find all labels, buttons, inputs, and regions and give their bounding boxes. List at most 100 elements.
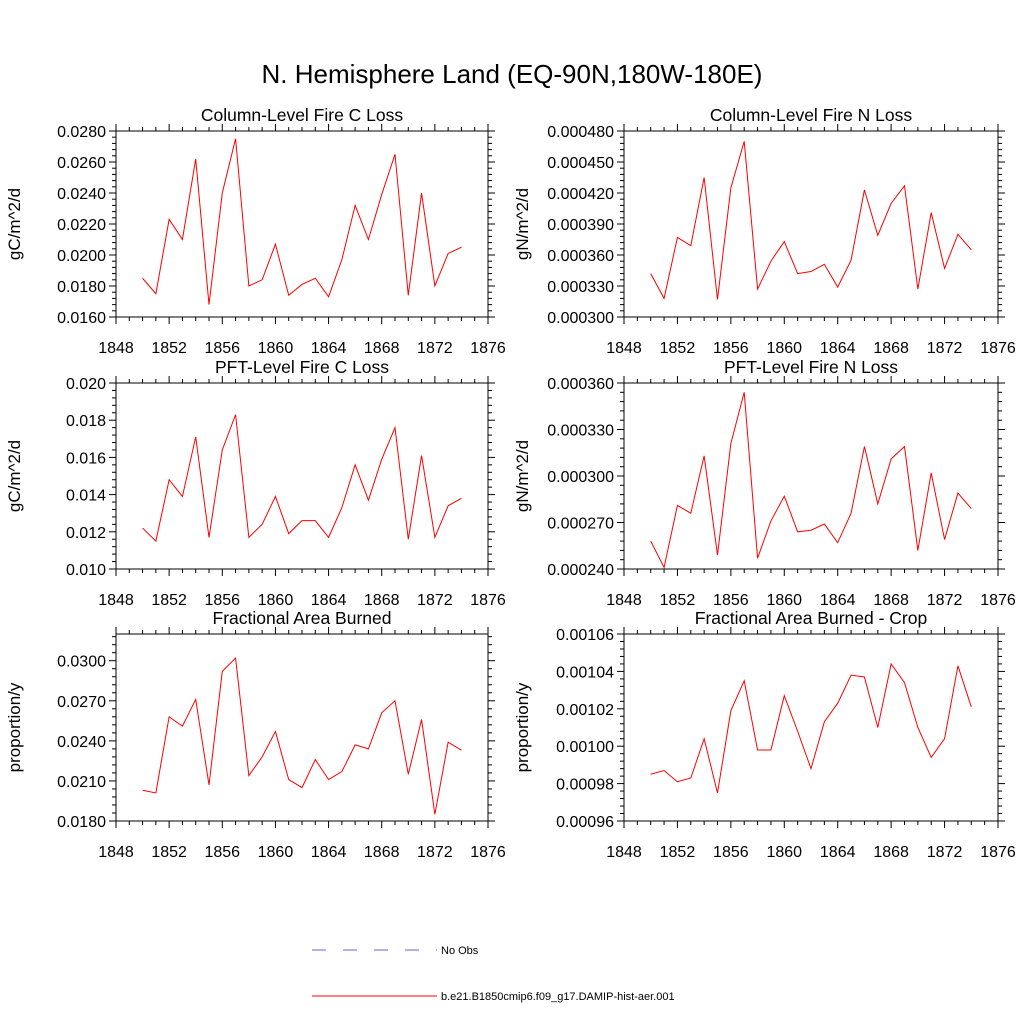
y-tick-label: 0.000300 [547,310,614,327]
x-tick-label: 1860 [766,592,802,609]
y-tick-label: 0.0220 [57,217,106,234]
panel-pft-level-fire-c-loss: PFT-Level Fire C Loss 1848 1852 1856 1860 186… [5,357,506,609]
x-tick-label: 1864 [311,844,347,861]
x-tick-label: 1876 [980,340,1016,357]
y-axis-label: gC/m^2/d [5,188,24,260]
x-tick-label: 1876 [980,592,1016,609]
main-title: N. Hemisphere Land (EQ-90N,180W-180E) [262,59,763,89]
y-tick-label: 0.0280 [57,124,106,141]
panel-title: Fractional Area Burned [213,608,392,628]
series-line [650,662,972,794]
y-tick-label: 0.000240 [547,562,614,579]
y-tick-label: 0.000270 [547,516,614,533]
x-tick-label: 1852 [151,340,187,357]
panel-fractional-area-burned-crop: Fractional Area Burned - Crop 1848 1852 185… [513,608,1016,861]
y-tick-label: 0.00102 [556,702,614,719]
x-tick-label: 1848 [606,340,642,357]
panel-grid: Column-Level Fire C Loss 1848 1852 1856 1860… [5,105,1016,861]
y-tick-label: 0.0300 [57,654,106,671]
x-tick-label: 1860 [766,844,802,861]
x-tick-label: 1848 [98,340,134,357]
plot-frame [115,382,489,570]
series-line [142,414,462,543]
y-axis-label: gN/m^2/d [513,188,532,260]
x-tick-label: 1852 [151,844,187,861]
panel-column-level-fire-n-loss: Column-Level Fire N Loss 1848 1852 1856 1860… [513,105,1016,357]
y-tick-label: 0.0180 [57,279,106,296]
plot-frame [623,382,999,570]
panel-title: Column-Level Fire N Loss [710,105,913,125]
y-tick-label: 0.000390 [547,217,614,234]
x-tick-label: 1872 [927,844,963,861]
legend-item-obs: No Obs [312,945,479,957]
series-line [650,392,972,569]
y-tick-label: 0.016 [66,450,106,467]
x-tick-label: 1872 [417,340,453,357]
y-tick-label: 0.000480 [547,124,614,141]
series-line [142,138,462,305]
plot-frame [623,130,999,318]
y-tick-label: 0.0160 [57,310,106,327]
y-tick-label: 0.000330 [547,423,614,440]
legend-item-model: b.e21.B1850cmip6.f09_g17.DAMIP-hist-aer.… [312,991,675,1003]
y-tick-label: 0.020 [66,376,106,393]
x-tick-label: 1856 [204,340,240,357]
x-tick-label: 1860 [258,844,294,861]
x-tick-label: 1876 [470,340,506,357]
x-tick-label: 1872 [927,592,963,609]
y-tick-label: 0.0200 [57,248,106,265]
x-tick-label: 1860 [766,340,802,357]
panel-column-level-fire-c-loss: Column-Level Fire C Loss 1848 1852 1856 1860… [5,105,506,357]
x-tick-label: 1852 [660,592,696,609]
x-tick-label: 1848 [98,844,134,861]
x-tick-label: 1868 [873,340,909,357]
panel-fractional-area-burned: Fractional Area Burned 1848 1852 1856 1860 18… [5,608,506,861]
y-axis-label: proportion/y [5,682,24,772]
x-tick-label: 1856 [713,592,749,609]
y-tick-label: 0.000360 [547,376,614,393]
x-tick-label: 1856 [204,844,240,861]
legend-label: No Obs [441,945,479,957]
y-tick-label: 0.000450 [547,155,614,172]
x-tick-label: 1868 [364,340,400,357]
x-tick-label: 1872 [927,340,963,357]
panel-title: PFT-Level Fire N Loss [724,357,898,377]
y-tick-label: 0.000300 [547,469,614,486]
x-tick-label: 1864 [311,592,347,609]
panel-pft-level-fire-n-loss: PFT-Level Fire N Loss 1848 1852 1856 1860 186… [513,357,1016,609]
x-tick-label: 1856 [713,844,749,861]
y-tick-label: 0.018 [66,413,106,430]
x-tick-label: 1864 [820,340,856,357]
x-tick-label: 1856 [204,592,240,609]
panel-title: PFT-Level Fire C Loss [215,357,389,377]
x-tick-label: 1868 [873,844,909,861]
plot-frame [623,633,999,822]
x-tick-label: 1864 [311,340,347,357]
x-tick-label: 1876 [470,592,506,609]
legend: No Obs b.e21.B1850cmip6.f09_g17.DAMIP-his… [312,945,675,1003]
y-tick-label: 0.0260 [57,155,106,172]
y-tick-label: 0.00104 [556,664,614,681]
y-tick-label: 0.00096 [556,814,614,831]
x-tick-label: 1860 [258,592,294,609]
y-tick-label: 0.0180 [57,814,106,831]
x-tick-label: 1876 [980,844,1016,861]
y-tick-label: 0.010 [66,562,106,579]
x-tick-label: 1872 [417,844,453,861]
x-tick-label: 1848 [606,844,642,861]
x-tick-label: 1860 [258,340,294,357]
x-tick-label: 1848 [98,592,134,609]
y-axis-label: gN/m^2/d [513,440,532,512]
series-line [142,656,462,815]
x-tick-label: 1868 [364,844,400,861]
x-tick-label: 1864 [820,592,856,609]
x-tick-label: 1852 [660,844,696,861]
y-tick-label: 0.0270 [57,694,106,711]
y-tick-label: 0.012 [66,525,106,542]
x-tick-label: 1876 [470,844,506,861]
y-tick-label: 0.0240 [57,734,106,751]
x-tick-label: 1852 [660,340,696,357]
y-tick-label: 0.000420 [547,186,614,203]
y-tick-label: 0.000330 [547,279,614,296]
